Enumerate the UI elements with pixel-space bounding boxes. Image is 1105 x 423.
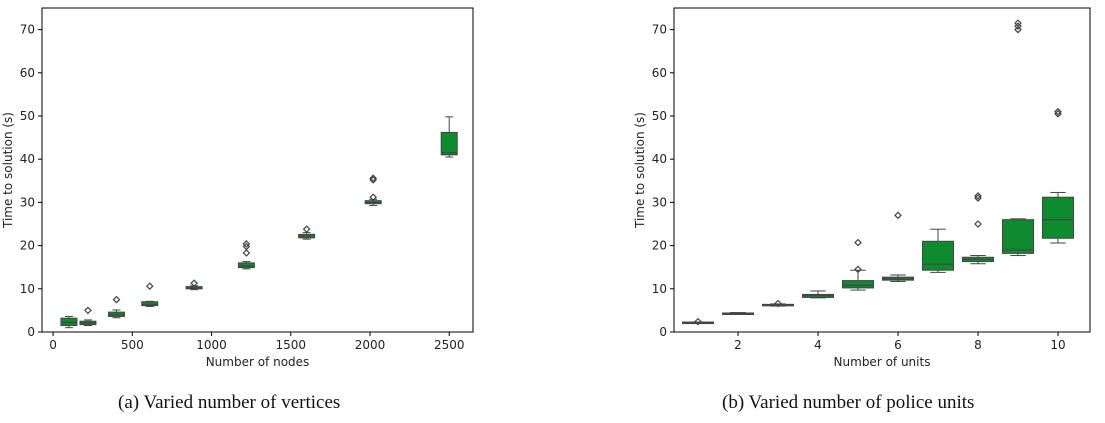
box-body: [237, 262, 255, 269]
box-body: [1002, 219, 1034, 254]
x-tick-label: 0: [49, 338, 57, 352]
outlier-point: [974, 220, 982, 228]
box: [962, 192, 994, 265]
y-tick-label: 60: [20, 66, 35, 80]
chart-vertices: 0 10 20 30 40 50 60 70 0 500 1000 1500 2000 2500 Numbe…: [1, 7, 474, 369]
x-tick-label: 4: [814, 338, 822, 352]
caption-b: (b) Varied number of police units: [722, 392, 975, 413]
x-tick-label: 6: [894, 338, 902, 352]
x-tick-label: 2000: [355, 338, 386, 352]
box: [237, 240, 255, 270]
box-body: [842, 280, 874, 289]
box-body: [1042, 196, 1074, 239]
x-axis-label: Number of nodes: [206, 355, 310, 369]
caption-a: (a) Varied number of vertices: [118, 392, 341, 413]
plot-frame: [41, 7, 474, 333]
chart-police-units: 0 10 20 30 40 50 60 70 2 4 6 8 10 Number of units Time…: [633, 7, 1091, 369]
x-tick-label: 10: [1050, 338, 1065, 352]
outlier-point: [242, 249, 251, 257]
y-tick-label: 10: [652, 282, 667, 296]
x-tick-label: 500: [121, 338, 144, 352]
y-tick-label: 70: [20, 23, 35, 37]
y-tick-label: 50: [20, 109, 35, 123]
y-tick-label: 60: [652, 66, 667, 80]
y-tick-label: 30: [652, 195, 667, 209]
outlier-point: [694, 317, 702, 326]
box: [722, 312, 754, 315]
box: [107, 295, 125, 319]
box-body: [141, 301, 159, 307]
x-tick-label: 8: [974, 338, 982, 352]
box: [802, 290, 834, 299]
x-tick-label: 2500: [434, 338, 465, 352]
outlier-point: [369, 193, 378, 202]
outlier-point: [84, 306, 92, 315]
outlier-point: [1054, 107, 1062, 116]
box: [842, 238, 874, 291]
y-tick-label: 40: [652, 152, 667, 166]
x-tick-label: 1500: [276, 338, 307, 352]
box: [1002, 19, 1034, 257]
y-axis-label: Time to solution (s): [1, 112, 15, 229]
outlier-point: [974, 192, 982, 200]
box-body: [922, 240, 954, 271]
x-axis-label: Number of units: [834, 355, 931, 369]
outlier-point: [854, 265, 862, 274]
box: [185, 279, 203, 291]
outlier-point: [190, 279, 198, 288]
box: [682, 317, 714, 326]
box: [440, 116, 458, 158]
box: [298, 225, 316, 240]
box: [79, 306, 97, 327]
outlier-point: [854, 238, 862, 247]
y-axis-label: Time to solution (s): [633, 112, 647, 229]
outlier-point: [894, 211, 902, 220]
y-tick-label: 20: [20, 239, 35, 253]
box-body: [440, 131, 458, 156]
x-tick-label: 2: [734, 338, 742, 352]
box: [1042, 107, 1074, 244]
y-tick-label: 70: [652, 23, 667, 37]
plot-frame: [673, 7, 1091, 333]
y-tick-label: 20: [652, 239, 667, 253]
y-tick-label: 10: [20, 282, 35, 296]
outlier-point: [302, 225, 311, 234]
box: [882, 211, 914, 282]
box: [141, 282, 159, 308]
outlier-point: [1014, 19, 1022, 27]
outlier-point: [774, 299, 782, 308]
outlier-point: [112, 295, 121, 304]
outlier-point: [369, 174, 378, 183]
outlier-point: [1014, 25, 1022, 34]
box: [60, 315, 78, 329]
y-tick-label: 0: [659, 325, 667, 339]
x-tick-label: 1000: [196, 338, 227, 352]
box-body: [60, 317, 78, 327]
box: [762, 299, 794, 308]
y-tick-label: 30: [20, 195, 35, 209]
y-tick-label: 50: [652, 109, 667, 123]
outlier-point: [1014, 22, 1022, 30]
y-tick-label: 0: [27, 325, 35, 339]
outlier-point: [242, 240, 251, 248]
box: [364, 174, 382, 206]
outlier-point: [145, 282, 154, 291]
box: [922, 228, 954, 273]
y-tick-label: 40: [20, 152, 35, 166]
